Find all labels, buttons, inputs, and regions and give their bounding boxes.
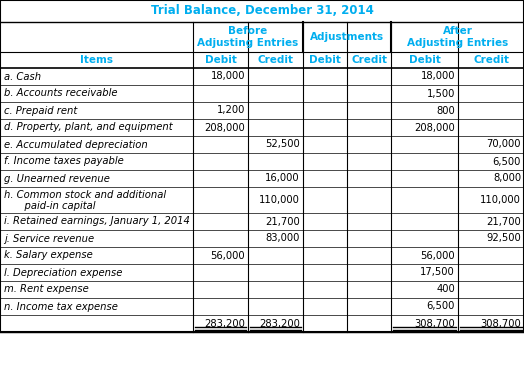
Text: k. Salary expense: k. Salary expense xyxy=(4,251,93,260)
Text: Debit: Debit xyxy=(309,55,341,65)
Text: 400: 400 xyxy=(436,285,455,294)
Text: 110,000: 110,000 xyxy=(259,195,300,205)
Text: l. Depreciation expense: l. Depreciation expense xyxy=(4,267,123,278)
Text: Trial Balance, December 31, 2014: Trial Balance, December 31, 2014 xyxy=(150,5,374,18)
Text: Credit: Credit xyxy=(473,55,509,65)
Text: 1,500: 1,500 xyxy=(427,88,455,99)
Text: Debit: Debit xyxy=(409,55,441,65)
Text: 208,000: 208,000 xyxy=(414,122,455,133)
Text: Credit: Credit xyxy=(351,55,387,65)
Text: 8,000: 8,000 xyxy=(493,174,521,183)
Text: Items: Items xyxy=(80,55,113,65)
Text: 83,000: 83,000 xyxy=(266,233,300,244)
Text: 92,500: 92,500 xyxy=(486,233,521,244)
Bar xyxy=(0,0,524,22)
Text: f. Income taxes payable: f. Income taxes payable xyxy=(4,156,124,167)
Text: 308,700: 308,700 xyxy=(481,319,521,328)
Text: 21,700: 21,700 xyxy=(265,217,300,226)
Text: 56,000: 56,000 xyxy=(420,251,455,260)
Text: 283,200: 283,200 xyxy=(204,319,245,328)
Text: 70,000: 70,000 xyxy=(486,140,521,149)
Text: 6,500: 6,500 xyxy=(493,156,521,167)
Text: 17,500: 17,500 xyxy=(420,267,455,278)
Text: 6,500: 6,500 xyxy=(427,301,455,312)
Text: 18,000: 18,000 xyxy=(420,72,455,81)
Text: m. Rent expense: m. Rent expense xyxy=(4,285,89,294)
Text: c. Prepaid rent: c. Prepaid rent xyxy=(4,106,77,115)
Text: Debit: Debit xyxy=(204,55,236,65)
Text: 110,000: 110,000 xyxy=(480,195,521,205)
Text: Adjustments: Adjustments xyxy=(310,32,384,42)
Text: e. Accumulated depreciation: e. Accumulated depreciation xyxy=(4,140,148,149)
Text: Credit: Credit xyxy=(257,55,293,65)
Text: 18,000: 18,000 xyxy=(211,72,245,81)
Text: g. Unearned revenue: g. Unearned revenue xyxy=(4,174,110,183)
Text: n. Income tax expense: n. Income tax expense xyxy=(4,301,118,312)
Text: 52,500: 52,500 xyxy=(265,140,300,149)
Text: After
Adjusting Entries: After Adjusting Entries xyxy=(407,26,508,48)
Text: 21,700: 21,700 xyxy=(486,217,521,226)
Text: paid-in capital: paid-in capital xyxy=(12,201,95,211)
Text: 208,000: 208,000 xyxy=(204,122,245,133)
Bar xyxy=(0,0,524,332)
Text: d. Property, plant, and equipment: d. Property, plant, and equipment xyxy=(4,122,172,133)
Text: b. Accounts receivable: b. Accounts receivable xyxy=(4,88,117,99)
Text: Before
Adjusting Entries: Before Adjusting Entries xyxy=(198,26,299,48)
Text: h. Common stock and additional: h. Common stock and additional xyxy=(4,190,166,200)
Text: 1,200: 1,200 xyxy=(216,106,245,115)
Text: 56,000: 56,000 xyxy=(210,251,245,260)
Text: j. Service revenue: j. Service revenue xyxy=(4,233,94,244)
Text: 16,000: 16,000 xyxy=(265,174,300,183)
Text: a. Cash: a. Cash xyxy=(4,72,41,81)
Text: 283,200: 283,200 xyxy=(259,319,300,328)
Text: 308,700: 308,700 xyxy=(414,319,455,328)
Text: i. Retained earnings, January 1, 2014: i. Retained earnings, January 1, 2014 xyxy=(4,217,190,226)
Text: 800: 800 xyxy=(436,106,455,115)
